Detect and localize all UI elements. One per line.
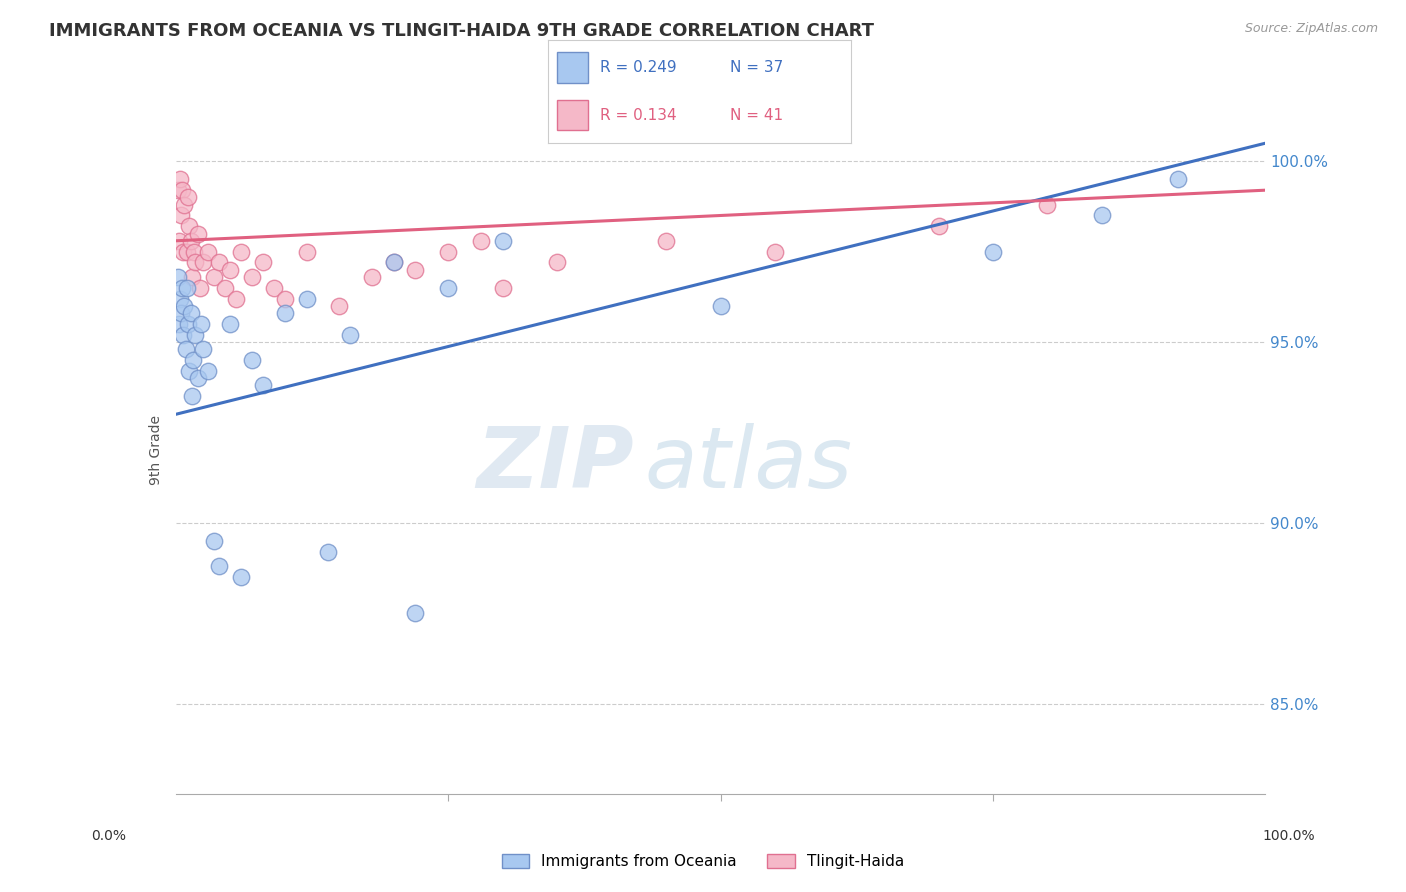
Point: [167, 234, 190, 248]
Text: N = 37: N = 37: [730, 61, 783, 75]
Point: [328, 299, 350, 313]
Point: [240, 269, 263, 284]
Point: [231, 570, 253, 584]
Point: [492, 234, 515, 248]
Point: [177, 190, 200, 204]
Point: [180, 234, 202, 248]
Point: [219, 262, 242, 277]
Point: [318, 544, 340, 558]
Point: [172, 183, 194, 197]
Point: [208, 559, 231, 574]
Point: [295, 244, 318, 259]
Point: [173, 197, 195, 211]
Point: [176, 281, 198, 295]
Point: [405, 262, 427, 277]
Point: [361, 269, 384, 284]
Point: [167, 269, 190, 284]
Point: [339, 327, 361, 342]
Point: [172, 327, 194, 342]
Point: [1036, 197, 1059, 211]
Point: [470, 234, 492, 248]
Bar: [557, 100, 588, 130]
Point: [191, 255, 214, 269]
Point: [1167, 172, 1189, 186]
Point: [928, 219, 950, 234]
Text: IMMIGRANTS FROM OCEANIA VS TLINGIT-HAIDA 9TH GRADE CORRELATION CHART: IMMIGRANTS FROM OCEANIA VS TLINGIT-HAIDA…: [49, 22, 875, 40]
Point: [382, 255, 405, 269]
Point: [181, 269, 204, 284]
Point: [186, 371, 209, 385]
Point: [172, 281, 194, 295]
Point: [981, 244, 1004, 259]
Point: [240, 353, 263, 368]
Point: [492, 281, 515, 295]
Point: [174, 343, 197, 357]
Point: [167, 183, 190, 197]
Point: [197, 364, 219, 378]
Point: [169, 292, 191, 306]
Point: [176, 244, 198, 259]
Point: [169, 172, 191, 186]
Point: [202, 269, 225, 284]
Point: [252, 378, 274, 392]
Point: [214, 281, 236, 295]
Point: [190, 317, 212, 331]
Point: [405, 606, 427, 620]
Point: [202, 533, 225, 548]
Point: [437, 281, 460, 295]
Point: [231, 244, 253, 259]
Text: atlas: atlas: [644, 423, 852, 506]
Point: [655, 234, 678, 248]
Point: [295, 292, 318, 306]
Point: [763, 244, 786, 259]
Text: 0.0%: 0.0%: [91, 829, 127, 843]
Point: [1091, 209, 1114, 223]
Point: [167, 317, 190, 331]
Legend: Immigrants from Oceania, Tlingit-Haida: Immigrants from Oceania, Tlingit-Haida: [495, 848, 911, 875]
Point: [184, 255, 207, 269]
Point: [177, 219, 200, 234]
Point: [177, 364, 200, 378]
Point: [183, 244, 205, 259]
Point: [177, 317, 200, 331]
Y-axis label: 9th Grade: 9th Grade: [149, 416, 163, 485]
Point: [173, 299, 195, 313]
Point: [437, 244, 460, 259]
Point: [219, 317, 242, 331]
Point: [382, 255, 405, 269]
Text: ZIP: ZIP: [475, 423, 633, 506]
Bar: [557, 53, 588, 83]
Text: R = 0.134: R = 0.134: [600, 108, 676, 122]
Point: [546, 255, 568, 269]
Text: R = 0.249: R = 0.249: [600, 61, 676, 75]
Point: [172, 244, 194, 259]
Point: [188, 281, 211, 295]
Point: [184, 327, 207, 342]
Point: [181, 353, 204, 368]
Point: [181, 389, 204, 403]
Point: [170, 209, 193, 223]
Point: [274, 306, 297, 320]
Point: [180, 306, 202, 320]
Point: [197, 244, 219, 259]
Text: N = 41: N = 41: [730, 108, 783, 122]
Point: [170, 306, 193, 320]
Point: [263, 281, 285, 295]
Text: Source: ZipAtlas.com: Source: ZipAtlas.com: [1244, 22, 1378, 36]
Text: 100.0%: 100.0%: [1263, 829, 1315, 843]
Point: [225, 292, 247, 306]
Point: [274, 292, 297, 306]
Point: [252, 255, 274, 269]
Point: [186, 227, 209, 241]
Point: [191, 343, 214, 357]
Point: [208, 255, 231, 269]
Point: [710, 299, 733, 313]
